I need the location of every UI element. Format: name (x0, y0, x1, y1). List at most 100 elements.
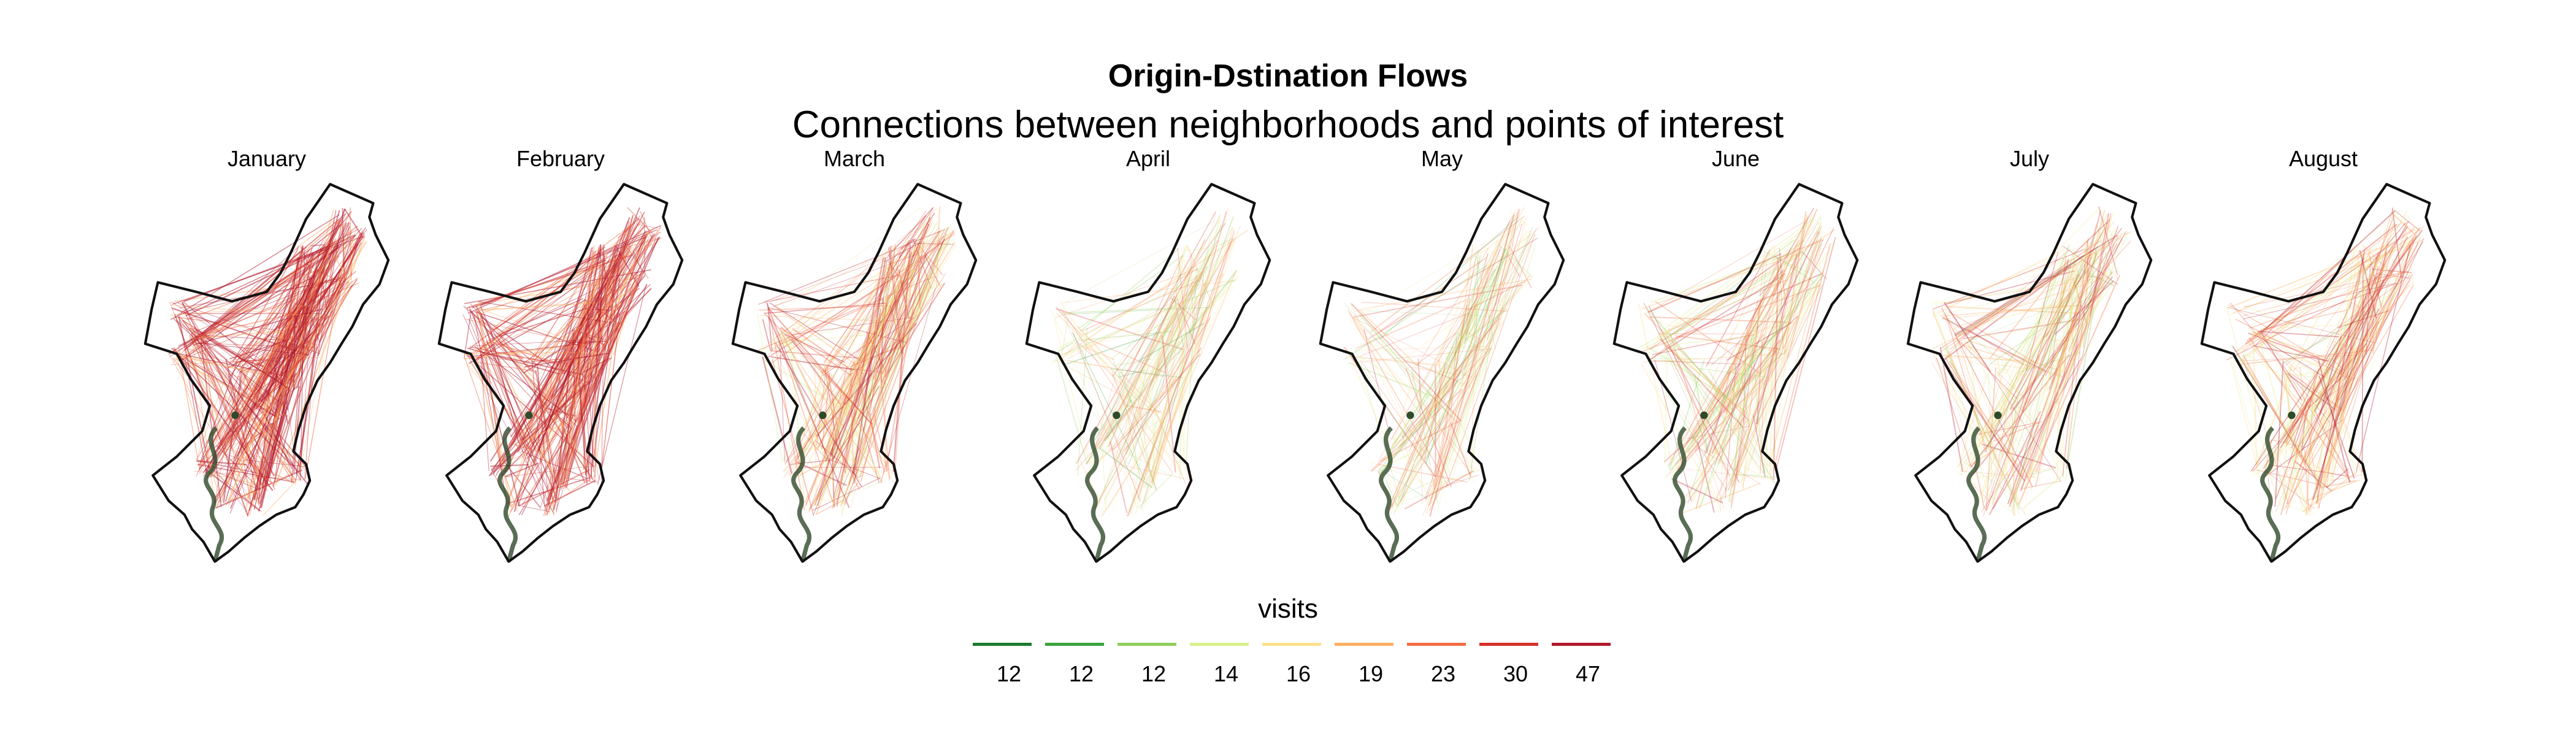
flow-line (1691, 366, 1731, 442)
flow-line (2318, 253, 2388, 509)
flow-line (826, 366, 846, 474)
flow-line (1393, 411, 1427, 498)
flow-line (567, 338, 584, 427)
flow-line (1988, 259, 2068, 443)
flow-line (258, 232, 363, 500)
flow-line (886, 253, 927, 373)
flow-line (2278, 346, 2364, 439)
flow-line (849, 262, 891, 416)
flow-line (917, 251, 921, 310)
flow-line (2298, 306, 2387, 451)
flow-line (2034, 278, 2080, 473)
flow-line (2258, 331, 2339, 338)
flow-line (824, 251, 902, 362)
flow-line (1386, 275, 1530, 467)
flow-line (2294, 460, 2333, 492)
flow-line (1060, 308, 1173, 473)
flow-line (2339, 271, 2383, 380)
flow-line (309, 245, 340, 281)
flow-line (857, 296, 890, 365)
flow-line (876, 212, 935, 299)
flow-line (1389, 487, 1446, 506)
flow-line (862, 481, 882, 490)
flow-line (1354, 348, 1490, 363)
flow-line (296, 233, 361, 389)
flow-line (878, 270, 914, 310)
flow-line (2298, 369, 2331, 376)
flow-line (1186, 245, 1214, 307)
flow-line (2317, 359, 2351, 483)
flow-line (1996, 358, 2019, 505)
flow-line (1436, 215, 1515, 512)
flow-line (2260, 345, 2366, 479)
flow-line (905, 223, 925, 274)
flow-line (1931, 363, 2026, 516)
flow-line (2229, 302, 2331, 423)
flow-line (2060, 259, 2069, 308)
flow-line (841, 377, 863, 505)
flow-line (2328, 345, 2372, 418)
flow-line (901, 282, 913, 340)
flow-line (1683, 388, 1760, 445)
flow-line (1394, 315, 1507, 513)
flow-line (1936, 357, 1972, 468)
flow-line (1759, 270, 1784, 296)
flow-line (2072, 248, 2080, 309)
flow-line (1703, 448, 1725, 508)
flow-line (1174, 296, 1184, 348)
flow-line (1668, 296, 1765, 466)
flow-line (183, 245, 332, 302)
flow-line (1699, 259, 1774, 505)
flow-line (2316, 351, 2361, 483)
flow-lines (1931, 206, 2131, 517)
flow-line (1351, 303, 1462, 421)
flow-line (1117, 369, 1146, 378)
flow-line (2283, 335, 2342, 447)
flow-line (895, 231, 955, 280)
flow-line (1104, 402, 1136, 441)
flow-line (1650, 347, 1747, 413)
flow-line (1077, 328, 1088, 476)
flow-line (1479, 221, 1525, 255)
flow-line (1663, 328, 1730, 407)
flow-line (1390, 480, 1433, 501)
flow-line (860, 420, 880, 483)
flow-line (1945, 305, 2080, 315)
flow-line (2285, 275, 2411, 366)
flow-line (1111, 254, 1210, 450)
flow-line (213, 231, 351, 436)
flow-line (2361, 254, 2364, 473)
flow-line (1051, 310, 1121, 462)
flow-line (1760, 216, 1822, 301)
flow-line (2264, 440, 2272, 473)
flow-line (2017, 274, 2121, 505)
flow-line (2089, 213, 2110, 317)
flow-line (1999, 448, 2020, 515)
flow-line (1462, 246, 1510, 375)
flow-line (1648, 221, 1804, 313)
flow-line (1968, 340, 2063, 372)
flow-line (1717, 239, 1824, 464)
flow-line (1388, 336, 1466, 509)
flow-line (884, 242, 944, 253)
flow-line (535, 236, 646, 462)
flow-line (1761, 261, 1768, 307)
flow-lines (1051, 208, 1248, 517)
flow-line (1344, 264, 1488, 359)
flow-line (846, 242, 943, 491)
flow-line (1177, 209, 1217, 388)
flow-line (1941, 307, 2033, 488)
flow-line (516, 353, 604, 502)
flow-line (775, 334, 868, 344)
flow-line (493, 342, 577, 426)
flow-line (788, 340, 895, 470)
flow-line (1379, 217, 1519, 340)
flow-line (850, 222, 933, 368)
flow-line (1689, 315, 1785, 444)
legend-label: 16 (1286, 661, 1311, 686)
flow-line (845, 401, 867, 418)
flow-line (1155, 254, 1190, 477)
flow-line (1660, 338, 1744, 428)
flow-line (1463, 253, 1489, 344)
flow-line (1647, 253, 1782, 313)
